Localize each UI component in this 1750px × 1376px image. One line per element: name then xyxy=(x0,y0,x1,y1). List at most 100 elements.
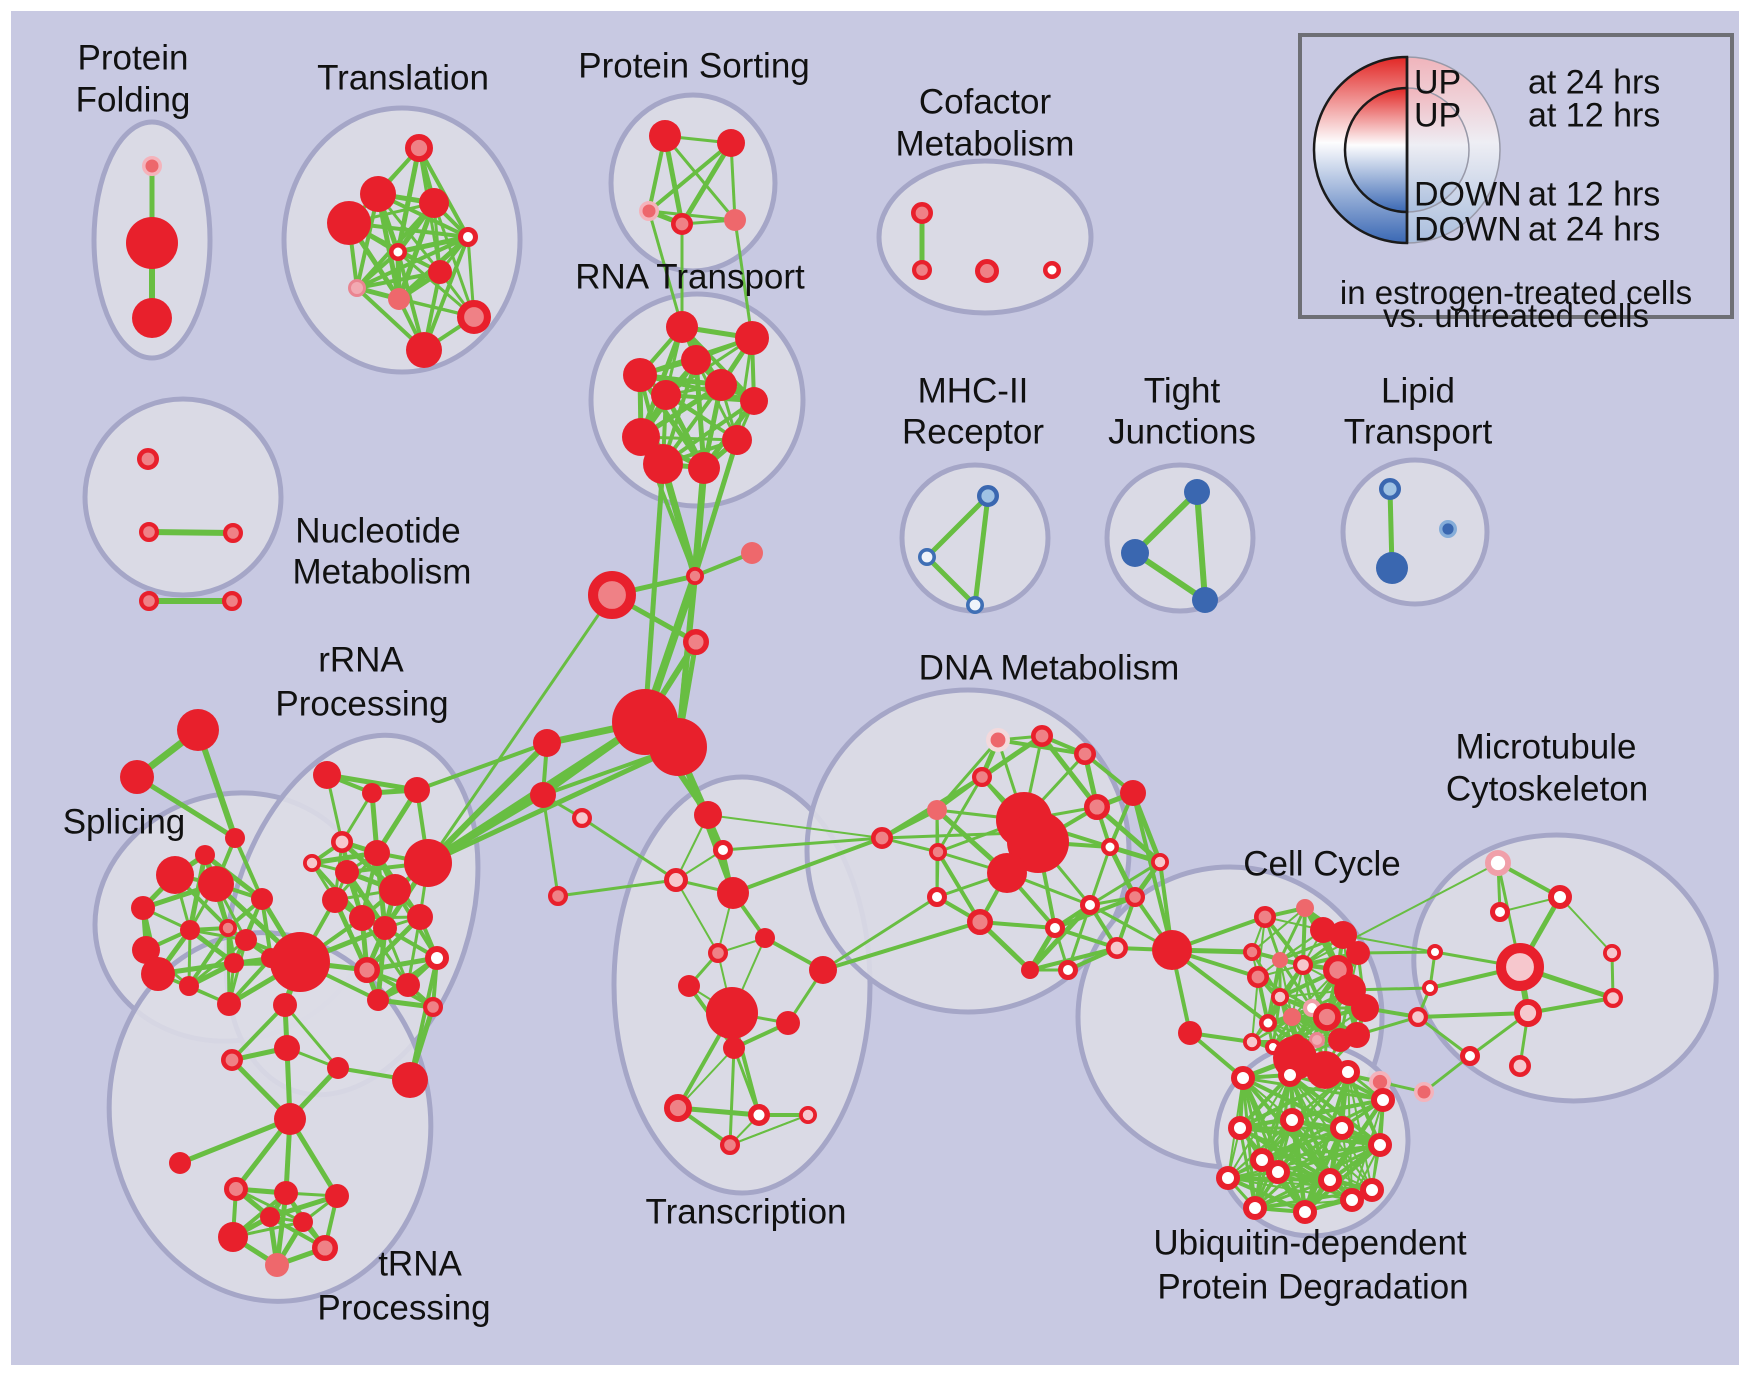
legend-inner-right-pale xyxy=(1406,87,1470,213)
network-node xyxy=(1124,886,1145,907)
network-node xyxy=(407,904,433,930)
network-node xyxy=(651,380,681,410)
network-node xyxy=(1351,994,1379,1022)
network-node xyxy=(533,729,561,757)
network-node xyxy=(1045,918,1065,938)
cluster-label-translation: Translation xyxy=(317,59,489,98)
cluster-label-nucleotide-metabolism: Metabolism xyxy=(293,553,472,592)
network-edge xyxy=(1303,1143,1382,1214)
network-edge xyxy=(642,463,666,723)
network-node xyxy=(131,896,155,920)
network-node xyxy=(1121,539,1149,567)
cluster-label-microtubule: Cytoskeleton xyxy=(1446,770,1648,809)
network-edge xyxy=(1251,907,1306,953)
network-node xyxy=(1329,921,1357,949)
network-node xyxy=(681,345,711,375)
network-node xyxy=(224,1177,249,1202)
network-node xyxy=(713,840,733,860)
network-node xyxy=(458,227,478,247)
network-edge xyxy=(722,836,883,852)
network-edge xyxy=(188,938,247,988)
network-node xyxy=(755,928,775,948)
network-node xyxy=(723,1037,745,1059)
network-edge xyxy=(274,1192,289,1266)
cluster-label-microtubule: Microtubule xyxy=(1456,728,1637,767)
network-node xyxy=(330,830,353,853)
network-node xyxy=(670,212,693,235)
network-edge xyxy=(1527,996,1614,1015)
network-node xyxy=(649,718,707,776)
network-edge xyxy=(1131,792,1174,951)
network-edge xyxy=(925,494,990,559)
network-node xyxy=(735,321,769,355)
network-node xyxy=(1293,1200,1317,1224)
network-node xyxy=(639,201,659,221)
network-node xyxy=(649,120,681,152)
cluster-label-transcription: Transcription xyxy=(646,1193,847,1232)
network-node xyxy=(1151,853,1170,872)
network-node xyxy=(1376,552,1408,584)
network-node xyxy=(218,1222,248,1252)
cluster-label-dna-metabolism: DNA Metabolism xyxy=(919,649,1180,688)
network-node xyxy=(222,590,243,611)
network-node xyxy=(643,444,683,484)
network-node xyxy=(966,908,993,935)
network-node xyxy=(1460,1046,1480,1066)
network-node xyxy=(809,956,837,984)
network-edge xyxy=(1302,862,1499,966)
cluster-label-nucleotide-metabolism: Nucleotide xyxy=(295,512,460,551)
network-edge xyxy=(728,1047,736,1146)
network-node xyxy=(293,1212,313,1232)
network-edge xyxy=(187,854,208,931)
network-node xyxy=(1083,793,1110,820)
network-edge xyxy=(679,141,734,226)
legend-down-24-time: at 24 hrs xyxy=(1528,210,1661,249)
network-node xyxy=(1509,1055,1532,1078)
legend-footnote-1: in estrogen-treated cells xyxy=(1339,274,1693,311)
network-node xyxy=(705,369,737,401)
network-node xyxy=(1058,960,1078,980)
network-node xyxy=(136,447,159,470)
network-edge xyxy=(1278,959,1314,1009)
network-edge xyxy=(355,250,400,290)
network-edge xyxy=(187,926,230,988)
legend-up-24-time: at 24 hrs xyxy=(1528,63,1661,102)
network-node xyxy=(776,1011,800,1035)
network-node xyxy=(379,874,411,906)
network-node xyxy=(169,1152,191,1174)
network-node xyxy=(911,260,932,281)
network-node xyxy=(678,975,700,997)
network-node xyxy=(156,856,194,894)
network-node xyxy=(373,916,397,940)
network-node xyxy=(303,854,322,873)
network-node xyxy=(1427,944,1443,960)
network-edge xyxy=(1227,1177,1373,1191)
legend-footnote-2: vs. untreated cells xyxy=(1383,297,1649,334)
network-node xyxy=(126,217,178,269)
network-node xyxy=(335,860,359,884)
network-node xyxy=(1378,478,1401,501)
network-node xyxy=(142,156,162,176)
network-node xyxy=(1414,1082,1434,1102)
network-node xyxy=(1120,780,1146,806)
network-node xyxy=(180,920,200,940)
network-node xyxy=(457,300,492,335)
network-edge xyxy=(1559,896,1613,954)
network-node xyxy=(139,590,160,611)
network-edge xyxy=(408,957,439,1081)
network-edge xyxy=(230,1003,287,1062)
network-node xyxy=(425,946,449,970)
network-node xyxy=(706,987,758,1039)
network-node xyxy=(423,996,444,1017)
network-edge xyxy=(1241,1077,1264,1161)
network-node xyxy=(1247,965,1270,988)
cluster-ellipse-nucleotide-metabolism xyxy=(82,396,284,598)
network-node xyxy=(1318,1168,1342,1192)
network-node xyxy=(396,973,420,997)
legend-updown-circle-glyph xyxy=(1312,55,1501,245)
network-node xyxy=(547,885,568,906)
network-node xyxy=(717,129,745,157)
network-node xyxy=(1283,1008,1301,1026)
network-node xyxy=(179,976,199,996)
